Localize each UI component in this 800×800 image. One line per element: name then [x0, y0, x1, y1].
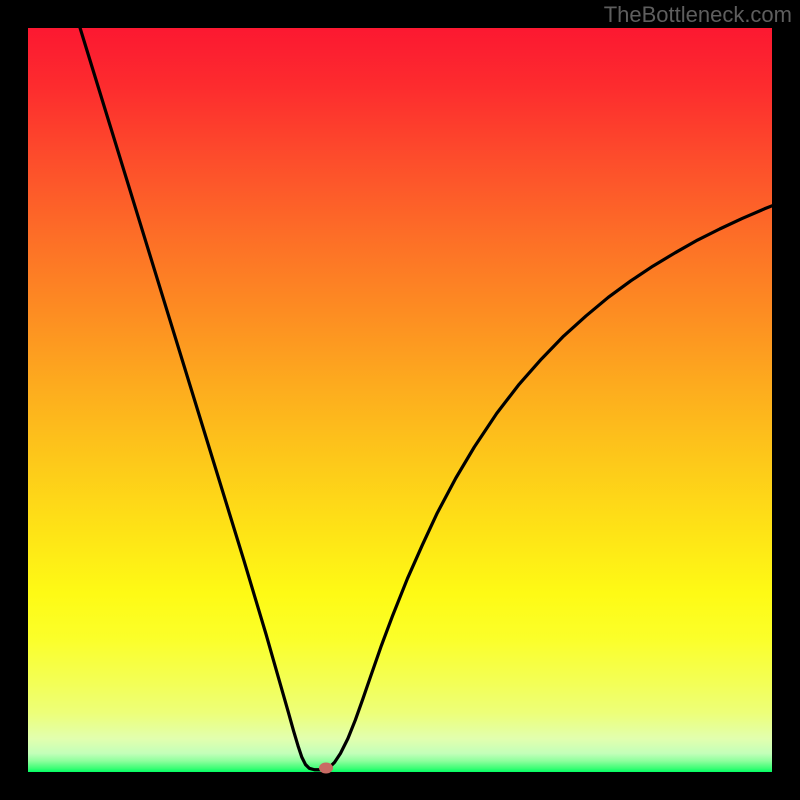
- chart-container: TheBottleneck.com: [0, 0, 800, 800]
- watermark-text: TheBottleneck.com: [604, 2, 792, 28]
- optimal-point-marker: [319, 763, 333, 774]
- plot-area: [28, 28, 772, 772]
- bottleneck-curve: [28, 28, 772, 772]
